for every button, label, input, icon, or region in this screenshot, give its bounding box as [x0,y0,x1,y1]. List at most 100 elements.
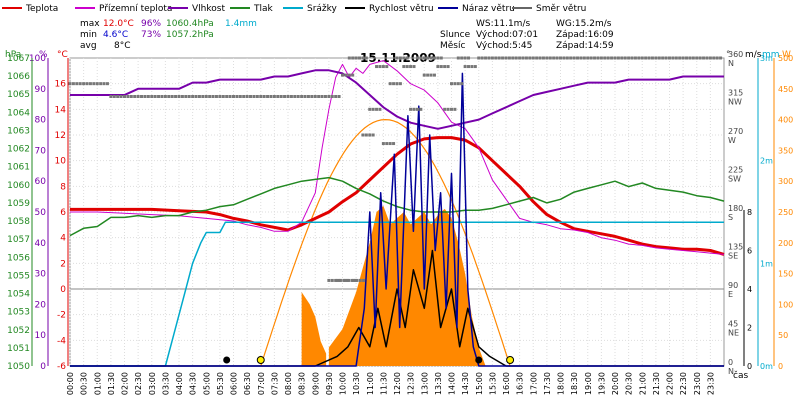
wind-direction-point [381,142,385,146]
stat-min-humidity: 73% [141,30,161,40]
wind-direction-point [453,82,457,86]
wind-direction-point [361,56,365,60]
wind-direction-point [477,56,481,60]
stat-avg-temp: 8°C [114,41,131,51]
x-tick-label: 14:00 [448,372,457,395]
temperature-tick-label: 10 [55,157,67,167]
sun-curve [260,118,511,367]
wind-direction-point [419,107,423,111]
wind-direction-point [289,95,293,98]
wind-direction-point [685,56,689,60]
legend-label: Tlak [253,4,274,14]
x-tick-label: 13:30 [434,372,443,395]
humidity-tick-label: 30 [35,270,47,280]
wind-direction-point [119,95,123,98]
pressure-tick-label: 1053 [7,308,30,318]
humidity-tick-label: 100 [29,54,46,64]
wind-direction-point [347,278,351,282]
wind-direction-point [242,95,246,98]
x-tick-label: 06:00 [230,372,239,395]
wind-direction-point [388,82,392,86]
wind-direction-point [450,82,453,86]
legend-label: Přízemní teplota [99,4,172,14]
temperature-tick-label: 8 [60,182,66,192]
wind-dir-tick-cardinal: S [728,213,733,222]
sunrise: Východ:07:01 [476,30,538,40]
wind-direction-point [330,95,334,98]
wind-direction-point [657,56,661,60]
wind-direction-point [338,278,342,282]
x-tick-label: 05:30 [216,372,225,395]
wind-dir-tick-label: 135 [728,243,743,252]
wind-direction-point [266,95,270,98]
wind-direction-point [204,95,208,98]
wind-direction-point [446,107,450,111]
wind-dir-tick-label: 315 [728,89,743,98]
wind-direction-point [392,82,396,86]
series-line [69,176,725,237]
solar-tick-label: 0 [778,362,783,371]
sun-marker [506,356,515,364]
wind-direction-point [712,56,716,60]
wind-dir-tick-cardinal: W [728,136,736,145]
wind-direction-point [354,56,358,60]
wind-direction-point [95,82,99,86]
x-tick-label: 20:00 [611,372,620,395]
wind-dir-tick-label: 0 [728,358,733,367]
wind-direction-point [422,73,426,77]
wind-direction-point [449,107,453,111]
solar-tick-label: 450 [778,85,793,94]
wind-dir-tick-label: 270 [728,127,743,136]
solar-tick-label: 50 [778,331,788,340]
wind-direction-point [293,95,297,98]
wind-direction-point [232,95,235,98]
wind-direction-point [116,95,120,98]
solar-tick-label: 100 [778,300,793,309]
pressure-tick-label: 1058 [7,217,30,227]
wind-direction-point [698,56,702,60]
wind-direction-point [521,56,525,60]
wind-direction-point [197,95,201,98]
wind-dir-tick-label: 45 [728,320,738,329]
wind-direction-point [249,95,253,98]
solar-tick-label: 300 [778,177,793,186]
wind-speed-tick-label: 2 [747,324,752,333]
wind-direction-point [715,56,719,60]
wind-direction-point [327,278,331,282]
solar-tick-label: 150 [778,270,793,279]
wind-direction-point [586,56,590,60]
wind-direction-point [347,73,351,77]
legend: Teplota Přízemní teplota Vlhkost Tlak Sr… [2,4,586,14]
legend-item-temperature: Teplota [2,4,58,14]
wind-direction-point [218,95,222,98]
sun-marker [256,356,265,364]
wind-direction-point [436,65,440,69]
wind-direction-point [160,95,164,98]
wind-direction-point [112,95,116,98]
wind-direction-point [668,56,671,60]
x-tick-label: 23:30 [706,372,715,395]
wind-direction-point [511,56,515,60]
solar-tick-label: 200 [778,239,793,248]
wind-direction-point [405,56,409,60]
x-tick-label: 22:30 [679,372,688,395]
solar-tick-label: 400 [778,116,793,125]
wind-direction-point [419,56,423,60]
wind-direction-point [541,56,545,60]
wind-direction-point [535,56,539,60]
wind-direction-point [392,142,396,146]
wind-direction-point [467,65,471,69]
temperature-tick-label: 14 [55,105,67,115]
wind-direction-point [664,56,668,60]
wind-direction-point [405,65,409,69]
wind-direction-point [439,65,443,69]
wind-direction-point [313,95,317,98]
wind-direction-point [596,56,600,60]
pressure-tick-label: 1061 [7,163,30,173]
pressure-tick-label: 1056 [7,253,30,263]
x-tick-label: 01:30 [107,372,116,395]
series-line [70,72,724,367]
wind-speed-axis-unit: m/s [745,50,762,60]
temperature-axis-unit: °C [57,50,68,60]
wind-direction-point [456,82,460,86]
